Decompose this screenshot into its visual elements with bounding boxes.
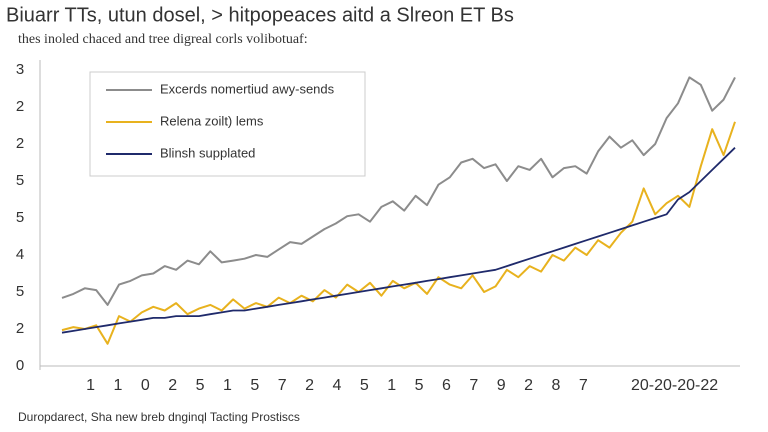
series-line [61, 76, 736, 306]
x-tick-label: 7 [579, 377, 588, 394]
x-tick-label: 8 [551, 377, 560, 394]
x-tick-label: 0 [141, 377, 150, 394]
x-tick-label: 2 [524, 377, 533, 394]
series-line [61, 147, 736, 334]
x-tick-label: 5 [360, 377, 369, 394]
x-tick-label: 7 [469, 377, 478, 394]
x-tick-label: 1 [387, 377, 396, 394]
y-tick-label: 5 [16, 283, 24, 300]
x-tick-label: 1 [86, 377, 95, 394]
y-tick-label: 2 [16, 320, 24, 337]
x-tick-label: 4 [332, 377, 341, 394]
x-tick-label: 20-20-20-22 [631, 377, 718, 394]
y-tick-label: 5 [16, 172, 24, 189]
y-tick-label: 5 [16, 209, 24, 226]
chart-footer: Duropdarect, Sha new breb dnginql Tactin… [18, 410, 300, 424]
x-tick-label: 7 [278, 377, 287, 394]
legend-label: Excerds nomertiud awy-sends [160, 81, 335, 96]
x-tick-label: 5 [196, 377, 205, 394]
x-tick-label: 5 [250, 377, 259, 394]
y-tick-label: 2 [16, 98, 24, 115]
x-tick-label: 2 [305, 377, 314, 394]
x-tick-label: 6 [442, 377, 451, 394]
legend-label: Relena zoilt) lems [160, 113, 264, 128]
x-tick-label: 5 [415, 377, 424, 394]
y-tick-label: 0 [16, 357, 24, 374]
x-tick-label: 2 [168, 377, 177, 394]
y-tick-label: 3 [16, 61, 24, 78]
y-tick-label: 2 [16, 135, 24, 152]
x-tick-label: 1 [223, 377, 232, 394]
y-tick-label: 4 [16, 246, 24, 263]
chart-title: Biuarr TTs, utun dosel, > hitpopeaces ai… [6, 4, 514, 26]
chart-subtitle: thes inoled chaced and tree digreal corl… [18, 32, 308, 47]
legend-label: Blinsh supplated [160, 145, 255, 160]
x-tick-label: 9 [497, 377, 506, 394]
x-tick-label: 1 [113, 377, 122, 394]
